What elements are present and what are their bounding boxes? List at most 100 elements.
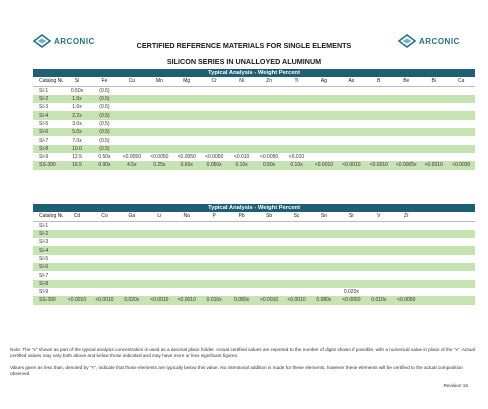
concentration-cell: <0.0010 [365,161,393,170]
concentration-cell [200,111,228,120]
concentration-cell [145,254,174,264]
element-column-header: Bi [419,77,448,87]
concentration-cell [337,229,366,239]
concentration-cell: <0.0050 [145,152,174,162]
catalog-number-cell: SS-390 [33,161,64,170]
concentration-cell [282,263,311,272]
concentration-cell [310,254,338,264]
concentration-cell [282,254,311,264]
concentration-cell [419,111,448,120]
element-column-header: V [365,212,393,222]
element-column-header: Ca [447,77,475,87]
table-row: SI-9 12.5 0.50x <0.0050 <0.0050 <0.0050 <0.005… [33,152,475,162]
concentration-cell [310,287,338,297]
concentration-cell [200,221,228,230]
element-column-header: Zn [255,77,283,87]
brand-name: ARCONIC [419,36,460,46]
catalog-number-cell: SI-7 [33,271,64,280]
element-column-header: P [200,212,228,222]
arconic-mark-icon [398,34,416,48]
concentration-cell [200,119,228,129]
concentration-cell [365,254,393,264]
concentration-cell [63,254,91,264]
concentration-cell [337,271,366,280]
concentration-cell [392,263,420,272]
concentration-cell [255,287,283,297]
concentration-cell [337,144,366,153]
note-less-than: Values given as less than, denoted by "<… [10,365,463,376]
concentration-cell: (0.5) [90,144,119,153]
catalog-number-header: Catalog Number [33,212,64,222]
concentration-cell [200,103,228,112]
concentration-cell [310,144,338,153]
concentration-cell [145,238,174,247]
concentration-cell [365,246,393,255]
catalog-number-cell: SI-8 [33,279,64,288]
concentration-cell [173,263,201,272]
concentration-cell [118,287,146,297]
concentration-cell: <0.0050 [392,296,420,305]
concentration-cell [365,238,393,247]
concentration-cell [392,246,420,255]
concentration-cell [145,144,174,153]
element-column-header: Ga [118,212,146,222]
concentration-cell [118,144,146,153]
concentration-cell: 0.25x [145,161,174,170]
page-subtitle: SILICON SERIES IN UNALLOYED ALUMINUM [166,57,322,66]
concentration-cell [200,271,228,280]
concentration-cell [392,271,420,280]
concentration-cell [282,271,311,280]
concentration-cell: <0.0050 [200,152,228,162]
catalog-number-cell: SI-4 [33,246,64,255]
concentration-cell [118,263,146,272]
concentration-cell: 0.010x [365,296,393,305]
concentration-cell [337,94,366,104]
concentration-cell [337,136,366,145]
concentration-cell [282,128,311,137]
concentration-cell: (0.5) [90,103,119,112]
concentration-cell: <0.010 [227,152,256,162]
concentration-cell [447,229,475,239]
concentration-cell [310,94,338,104]
catalog-number-cell: SI-7 [33,136,64,145]
analysis-table-1: Typical Analysis - Weight Percent Catalog… [33,69,475,170]
element-column-header: Co [90,212,119,222]
concentration-cell [145,128,174,137]
concentration-cell: 0.50x [255,161,283,170]
concentration-cell: (0.5) [90,111,119,120]
concentration-cell [200,86,228,95]
concentration-cell [118,86,146,95]
concentration-cell [173,128,201,137]
concentration-cell [310,271,338,280]
note-decimal-placeholder: Note: The "x" shown as part of the typic… [10,347,475,358]
concentration-cell [227,144,256,153]
concentration-cell [255,86,283,95]
concentration-cell [255,103,283,112]
concentration-cell [63,229,91,239]
concentration-cell [419,136,448,145]
concentration-cell [419,103,448,112]
table-row: SI-2 1.0x (0.5) [33,94,475,104]
concentration-cell: 16.5 [63,161,91,170]
concentration-cell [90,279,119,288]
concentration-cell [118,279,146,288]
concentration-cell [173,119,201,129]
concentration-cell [145,279,174,288]
concentration-cell [145,94,174,104]
concentration-cell [255,279,283,288]
element-column-header: Zr [392,212,420,222]
concentration-cell [447,86,475,95]
concentration-cell [365,119,393,129]
concentration-cell [145,111,174,120]
concentration-cell [365,111,393,120]
concentration-cell [365,144,393,153]
concentration-cell [447,296,475,305]
concentration-cell [227,221,256,230]
element-column-header: B [365,77,393,87]
concentration-cell [365,263,393,272]
element-column-header: Sn [310,212,338,222]
concentration-cell [63,221,91,230]
concentration-cell [90,287,119,297]
element-column-header: Mn [145,77,174,87]
concentration-cell: <0.0010 [145,296,174,305]
